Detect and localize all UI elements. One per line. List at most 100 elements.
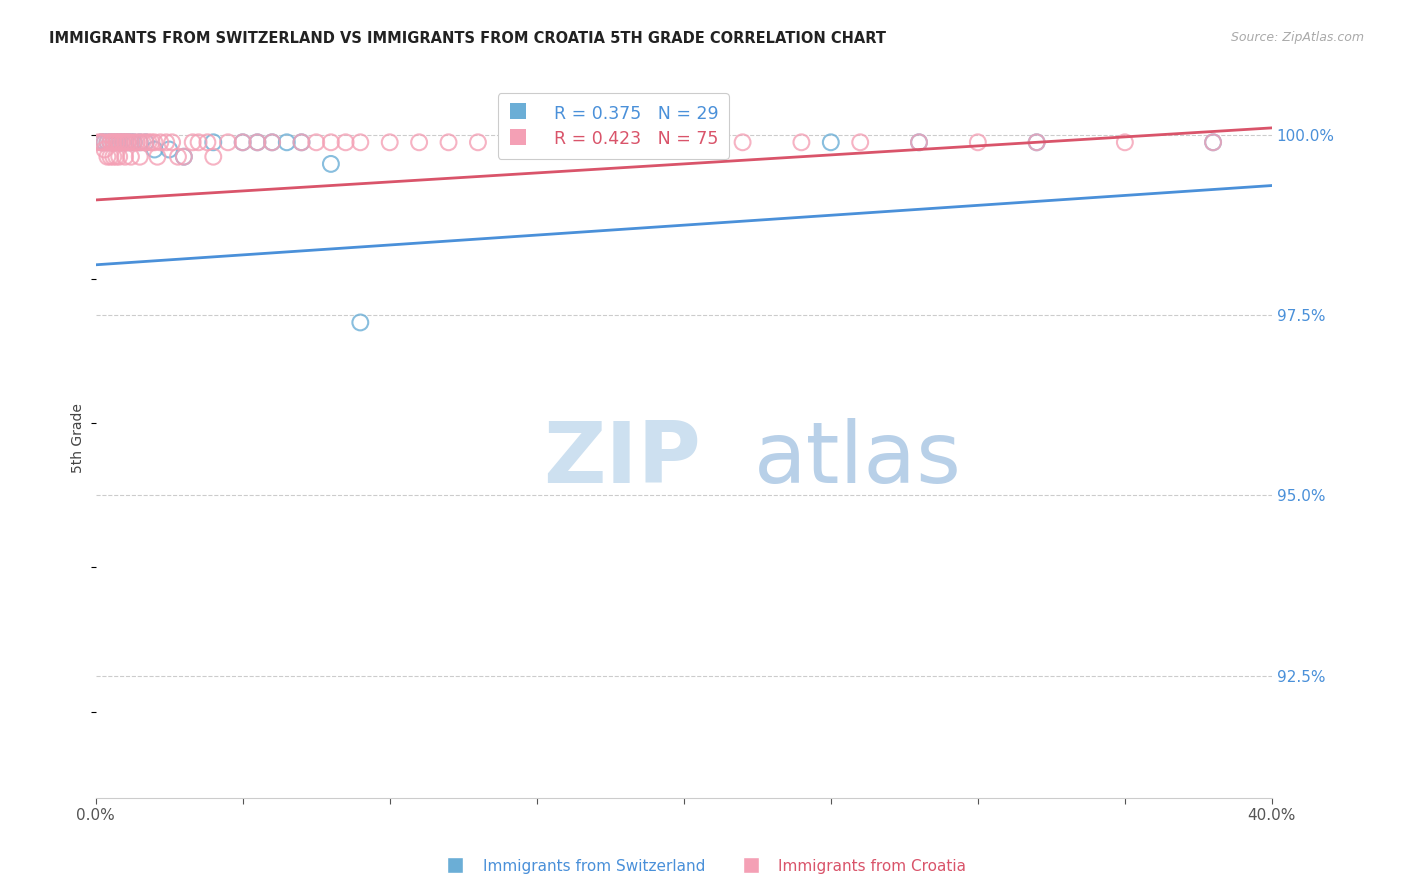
Point [672, 136, 695, 150]
Point [98, 150, 121, 164]
Point [187, 136, 209, 150]
Point [1025, 136, 1047, 150]
Point [232, 136, 254, 150]
Point [125, 136, 148, 150]
Point [120, 136, 142, 150]
Point [111, 136, 134, 150]
Point [157, 143, 180, 157]
Point [93, 136, 115, 150]
Text: IMMIGRANTS FROM SWITZERLAND VS IMMIGRANTS FROM CROATIA 5TH GRADE CORRELATION CHA: IMMIGRANTS FROM SWITZERLAND VS IMMIGRANT… [49, 31, 886, 46]
Point [276, 136, 298, 150]
Point [643, 136, 665, 150]
Point [1114, 136, 1136, 150]
Point [146, 150, 169, 164]
Point [103, 150, 125, 164]
Point [122, 136, 145, 150]
Point [114, 136, 136, 150]
Point [143, 143, 166, 157]
Point [96, 136, 118, 150]
Point [117, 136, 139, 150]
Point [111, 136, 134, 150]
Point [120, 136, 142, 150]
Text: ZIP: ZIP [543, 417, 700, 501]
Legend: Immigrants from Switzerland, Immigrants from Croatia: Immigrants from Switzerland, Immigrants … [433, 853, 973, 880]
Point [117, 136, 139, 150]
Point [128, 136, 150, 150]
Point [173, 150, 195, 164]
Point [111, 136, 134, 150]
Text: Source: ZipAtlas.com: Source: ZipAtlas.com [1230, 31, 1364, 45]
Point [90, 136, 112, 150]
Point [135, 136, 157, 150]
Point [349, 136, 371, 150]
Point [98, 136, 121, 150]
Point [585, 136, 607, 150]
Point [98, 136, 121, 150]
Point [262, 136, 284, 150]
Point [202, 136, 225, 150]
Point [555, 136, 578, 150]
Point [167, 150, 190, 164]
Point [1025, 136, 1047, 150]
Point [349, 315, 371, 329]
Point [120, 150, 142, 164]
Point [613, 136, 636, 150]
Point [1202, 136, 1225, 150]
Y-axis label: 5th Grade: 5th Grade [72, 403, 86, 473]
Point [202, 150, 225, 164]
Point [467, 136, 489, 150]
Point [108, 150, 131, 164]
Point [319, 157, 342, 171]
Point [103, 136, 125, 150]
Point [246, 136, 269, 150]
Point [217, 136, 239, 150]
Point [138, 136, 160, 150]
Point [966, 136, 988, 150]
Point [135, 136, 157, 150]
Point [155, 136, 177, 150]
Point [173, 150, 195, 164]
Point [87, 136, 110, 150]
Point [149, 136, 172, 150]
Point [305, 136, 328, 150]
Point [908, 136, 931, 150]
Point [335, 136, 357, 150]
Point [105, 136, 128, 150]
Point [160, 136, 183, 150]
Point [128, 150, 150, 164]
Point [408, 136, 430, 150]
Point [319, 136, 342, 150]
Point [105, 150, 128, 164]
Point [290, 136, 312, 150]
Point [103, 136, 125, 150]
Point [141, 136, 163, 150]
Point [232, 136, 254, 150]
Point [108, 136, 131, 150]
Point [105, 136, 128, 150]
Point [98, 136, 121, 150]
Text: atlas: atlas [755, 417, 962, 501]
Point [93, 136, 115, 150]
Point [96, 136, 118, 150]
Point [790, 136, 813, 150]
Point [96, 150, 118, 164]
Point [820, 136, 842, 150]
Point [378, 136, 401, 150]
Point [103, 136, 125, 150]
Point [93, 143, 115, 157]
Point [90, 136, 112, 150]
Point [496, 136, 519, 150]
Point [131, 136, 153, 150]
Point [108, 136, 131, 150]
Point [731, 136, 754, 150]
Point [114, 136, 136, 150]
Point [90, 136, 112, 150]
Point [114, 136, 136, 150]
Point [246, 136, 269, 150]
Point [849, 136, 872, 150]
Point [117, 136, 139, 150]
Point [526, 136, 548, 150]
Point [114, 150, 136, 164]
Point [143, 136, 166, 150]
Point [437, 136, 460, 150]
